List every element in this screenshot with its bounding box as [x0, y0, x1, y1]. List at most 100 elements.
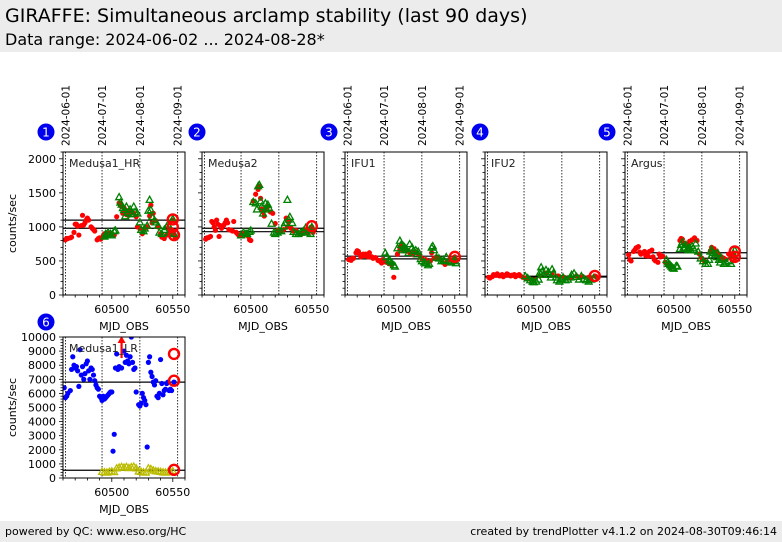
- data-points: [63, 337, 181, 477]
- x-tick-label: 60500: [94, 303, 129, 316]
- chart-panel-4: IFU2 60500 60550 MJD_OBS 4: [471, 123, 612, 333]
- latest-value-ring: [448, 250, 461, 264]
- red-point: [270, 210, 276, 216]
- y-tick-label: 1000: [28, 221, 56, 234]
- y-tick-label: 5000: [28, 402, 56, 415]
- data-range-subtitle: Data range: 2024-06-02 ... 2024-08-28*: [5, 30, 325, 49]
- green-triangle-point: [721, 257, 731, 266]
- blue-point: [129, 359, 136, 365]
- date-marker-label: 2024-09-01: [455, 85, 467, 146]
- green-triangle-point: [546, 272, 556, 281]
- blue-point: [76, 383, 82, 389]
- red-point: [114, 214, 120, 220]
- green-triangle-point: [307, 222, 317, 231]
- blue-point: [153, 378, 159, 384]
- blue-point: [133, 389, 139, 395]
- chart-panel-5: 2024-06-01 2024-07-01 2024-08-01 2024-09-01…: [598, 85, 752, 333]
- blue-point: [143, 402, 149, 408]
- green-triangle-point: [142, 220, 152, 229]
- green-triangle-point: [145, 194, 155, 204]
- red-point: [79, 212, 86, 218]
- green-triangle-point: [147, 211, 157, 221]
- green-triangle-point: [254, 179, 264, 189]
- green-triangle-point: [436, 256, 446, 265]
- panel-number-badge: [188, 123, 206, 141]
- latest-value-ring: [167, 374, 181, 387]
- blue-point: [155, 395, 161, 401]
- panel-label: Medusa2: [208, 157, 258, 170]
- green-triangle-point: [534, 274, 544, 283]
- blue-point: [63, 385, 67, 391]
- x-axis-label: MJD_OBS: [381, 320, 431, 333]
- red-point: [626, 252, 632, 258]
- x-tick-label: 60550: [577, 303, 612, 316]
- x-tick-label: 60550: [155, 303, 190, 316]
- x-axis-label: MJD_OBS: [238, 320, 288, 333]
- axes-frame: [62, 336, 186, 479]
- latest-value-ring: [166, 220, 180, 234]
- green-triangle-point: [441, 252, 451, 261]
- x-tick-label: 60550: [294, 303, 329, 316]
- date-marker-label: 2024-09-01: [173, 85, 185, 146]
- blue-point: [121, 348, 127, 354]
- y-tick-label: 1000: [28, 458, 56, 471]
- green-triangle-point: [691, 238, 701, 247]
- green-triangle-point: [132, 208, 142, 217]
- panel-label: IFU2: [491, 157, 516, 170]
- date-marker-label: 2024-08-01: [417, 85, 429, 146]
- blue-point: [132, 365, 138, 371]
- green-triangle-point: [390, 261, 400, 270]
- green-triangle-point: [531, 276, 541, 285]
- red-point: [86, 217, 92, 223]
- y-tick-label: 2000: [28, 153, 56, 166]
- blue-point: [90, 372, 97, 378]
- x-tick-label: 60500: [376, 303, 411, 316]
- y-tick-label: 1500: [28, 187, 56, 200]
- y-tick-label: 10000: [21, 331, 56, 344]
- red-point: [366, 250, 372, 256]
- x-tick-label: 60500: [516, 303, 551, 316]
- green-triangle-point: [567, 269, 577, 278]
- panel-label: Medusa1_LR: [69, 342, 138, 355]
- green-triangle-point: [715, 257, 725, 266]
- chart-panel-3: 2024-06-01 2024-07-01 2024-08-01 2024-09-01…: [320, 85, 472, 333]
- green-triangle-point: [296, 227, 306, 236]
- red-point: [225, 220, 231, 226]
- yellow-triangle-point: [131, 463, 141, 472]
- y-axis-label: counts/sec: [6, 194, 19, 253]
- y-tick-label: 0: [49, 472, 56, 485]
- panel-number: 1: [42, 126, 50, 140]
- blue-point: [148, 369, 154, 375]
- yellow-triangle-point: [109, 467, 119, 476]
- date-marker-label: 2024-06-01: [342, 85, 354, 146]
- green-triangle-point: [114, 192, 124, 201]
- date-marker-label: 2024-08-01: [697, 85, 709, 146]
- y-tick-label: 3000: [28, 430, 56, 443]
- green-triangle-point: [535, 267, 545, 276]
- chart-panel-6: Medusa1_LR 60500 60550 MJD_OBS 0100020003000…: [6, 313, 190, 516]
- date-marker-label: 2024-09-01: [735, 85, 747, 146]
- y-tick-label: 2000: [28, 444, 56, 457]
- panel-label: Medusa1_HR: [69, 157, 140, 170]
- blue-point: [147, 354, 153, 360]
- blue-point: [127, 354, 133, 360]
- green-triangle-point: [704, 254, 714, 263]
- blue-point: [144, 444, 150, 450]
- x-axis-label: MJD_OBS: [99, 320, 149, 333]
- red-point: [71, 229, 77, 235]
- blue-point: [84, 358, 90, 364]
- y-tick-label: 0: [49, 289, 56, 302]
- panel-number: 3: [325, 126, 333, 140]
- green-triangle-point: [677, 237, 687, 246]
- red-point: [645, 253, 651, 259]
- data-points: [203, 179, 318, 244]
- blue-point: [77, 347, 83, 353]
- red-point: [68, 234, 75, 240]
- report-header: GIRAFFE: Simultaneous arclamp stability …: [0, 0, 782, 52]
- panel-number: 2: [193, 126, 201, 140]
- blue-point: [114, 351, 120, 357]
- green-triangle-point: [256, 196, 266, 205]
- green-triangle-point: [169, 228, 179, 238]
- red-point: [655, 259, 661, 265]
- red-point: [76, 232, 82, 238]
